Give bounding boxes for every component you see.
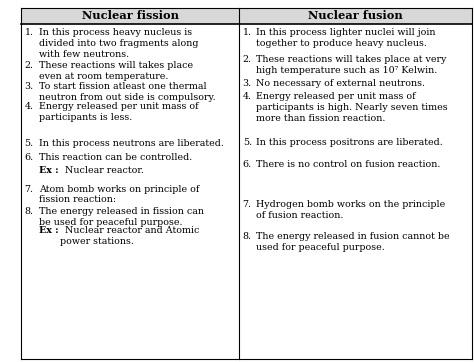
Text: 3.: 3. <box>243 79 252 88</box>
Text: Nuclear reactor and Atomic: Nuclear reactor and Atomic <box>62 226 199 235</box>
Text: The energy released in fusion cannot be: The energy released in fusion cannot be <box>256 232 449 241</box>
Text: This reaction can be controlled.: This reaction can be controlled. <box>39 153 192 162</box>
Text: Nuclear fusion: Nuclear fusion <box>308 10 403 21</box>
Text: 7.: 7. <box>25 185 34 194</box>
Text: 6.: 6. <box>25 153 34 162</box>
Text: even at room temperature.: even at room temperature. <box>39 72 168 81</box>
Text: 7.: 7. <box>243 200 252 209</box>
Text: 3.: 3. <box>25 82 34 91</box>
Text: Energy released per unit mass of: Energy released per unit mass of <box>256 92 416 101</box>
Text: In this process heavy nucleus is: In this process heavy nucleus is <box>39 28 192 37</box>
Text: 6.: 6. <box>243 160 252 169</box>
Text: Hydrogen bomb works on the principle: Hydrogen bomb works on the principle <box>256 200 445 209</box>
Text: participants is high. Nearly seven times: participants is high. Nearly seven times <box>256 103 447 112</box>
Text: The energy released in fission can: The energy released in fission can <box>39 207 204 216</box>
Text: high temperature such as 10⁷ Kelwin.: high temperature such as 10⁷ Kelwin. <box>256 66 437 75</box>
Text: Energy released per unit mass of: Energy released per unit mass of <box>39 102 199 111</box>
Text: together to produce heavy nucleus.: together to produce heavy nucleus. <box>256 39 427 48</box>
Text: power stations.: power stations. <box>39 237 134 246</box>
Text: 1.: 1. <box>25 28 34 37</box>
Text: neutron from out side is compulsory.: neutron from out side is compulsory. <box>39 93 216 102</box>
Text: Atom bomb works on principle of: Atom bomb works on principle of <box>39 185 199 194</box>
Text: divided into two fragments along: divided into two fragments along <box>39 39 198 48</box>
Text: 1.: 1. <box>243 28 252 37</box>
Text: These reactions will takes place: These reactions will takes place <box>39 61 193 70</box>
Text: There is no control on fusion reaction.: There is no control on fusion reaction. <box>256 160 440 169</box>
Text: be used for peaceful purpose.: be used for peaceful purpose. <box>39 218 182 227</box>
Bar <box>21 8 239 24</box>
Text: Nuclear reactor.: Nuclear reactor. <box>62 166 144 175</box>
Text: participants is less.: participants is less. <box>39 113 132 122</box>
Text: with few neutrons.: with few neutrons. <box>39 50 129 59</box>
Text: 2.: 2. <box>243 55 252 64</box>
Text: more than fission reaction.: more than fission reaction. <box>256 114 385 123</box>
Text: No necessary of external neutrons.: No necessary of external neutrons. <box>256 79 425 88</box>
Text: 4.: 4. <box>25 102 34 111</box>
Text: In this process lighter nuclei will join: In this process lighter nuclei will join <box>256 28 436 37</box>
Text: 4.: 4. <box>243 92 252 101</box>
Text: Ex :: Ex : <box>39 166 58 175</box>
Text: To start fission atleast one thermal: To start fission atleast one thermal <box>39 82 207 91</box>
Text: Nuclear fission: Nuclear fission <box>82 10 179 21</box>
Text: 5.: 5. <box>25 139 34 148</box>
Text: 5.: 5. <box>243 138 252 147</box>
Text: In this process neutrons are liberated.: In this process neutrons are liberated. <box>39 139 224 148</box>
Text: 8.: 8. <box>25 207 34 216</box>
Text: In this process positrons are liberated.: In this process positrons are liberated. <box>256 138 443 147</box>
Text: of fusion reaction.: of fusion reaction. <box>256 211 343 220</box>
Bar <box>239 8 472 24</box>
Text: fission reaction:: fission reaction: <box>39 195 116 205</box>
Text: 2.: 2. <box>25 61 34 70</box>
Text: These reactions will takes place at very: These reactions will takes place at very <box>256 55 447 64</box>
Text: 8.: 8. <box>243 232 252 241</box>
Text: Ex :: Ex : <box>39 226 58 235</box>
Text: used for peaceful purpose.: used for peaceful purpose. <box>256 243 385 252</box>
